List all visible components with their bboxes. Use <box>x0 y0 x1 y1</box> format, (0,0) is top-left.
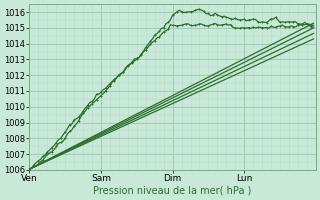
X-axis label: Pression niveau de la mer( hPa ): Pression niveau de la mer( hPa ) <box>93 186 252 196</box>
